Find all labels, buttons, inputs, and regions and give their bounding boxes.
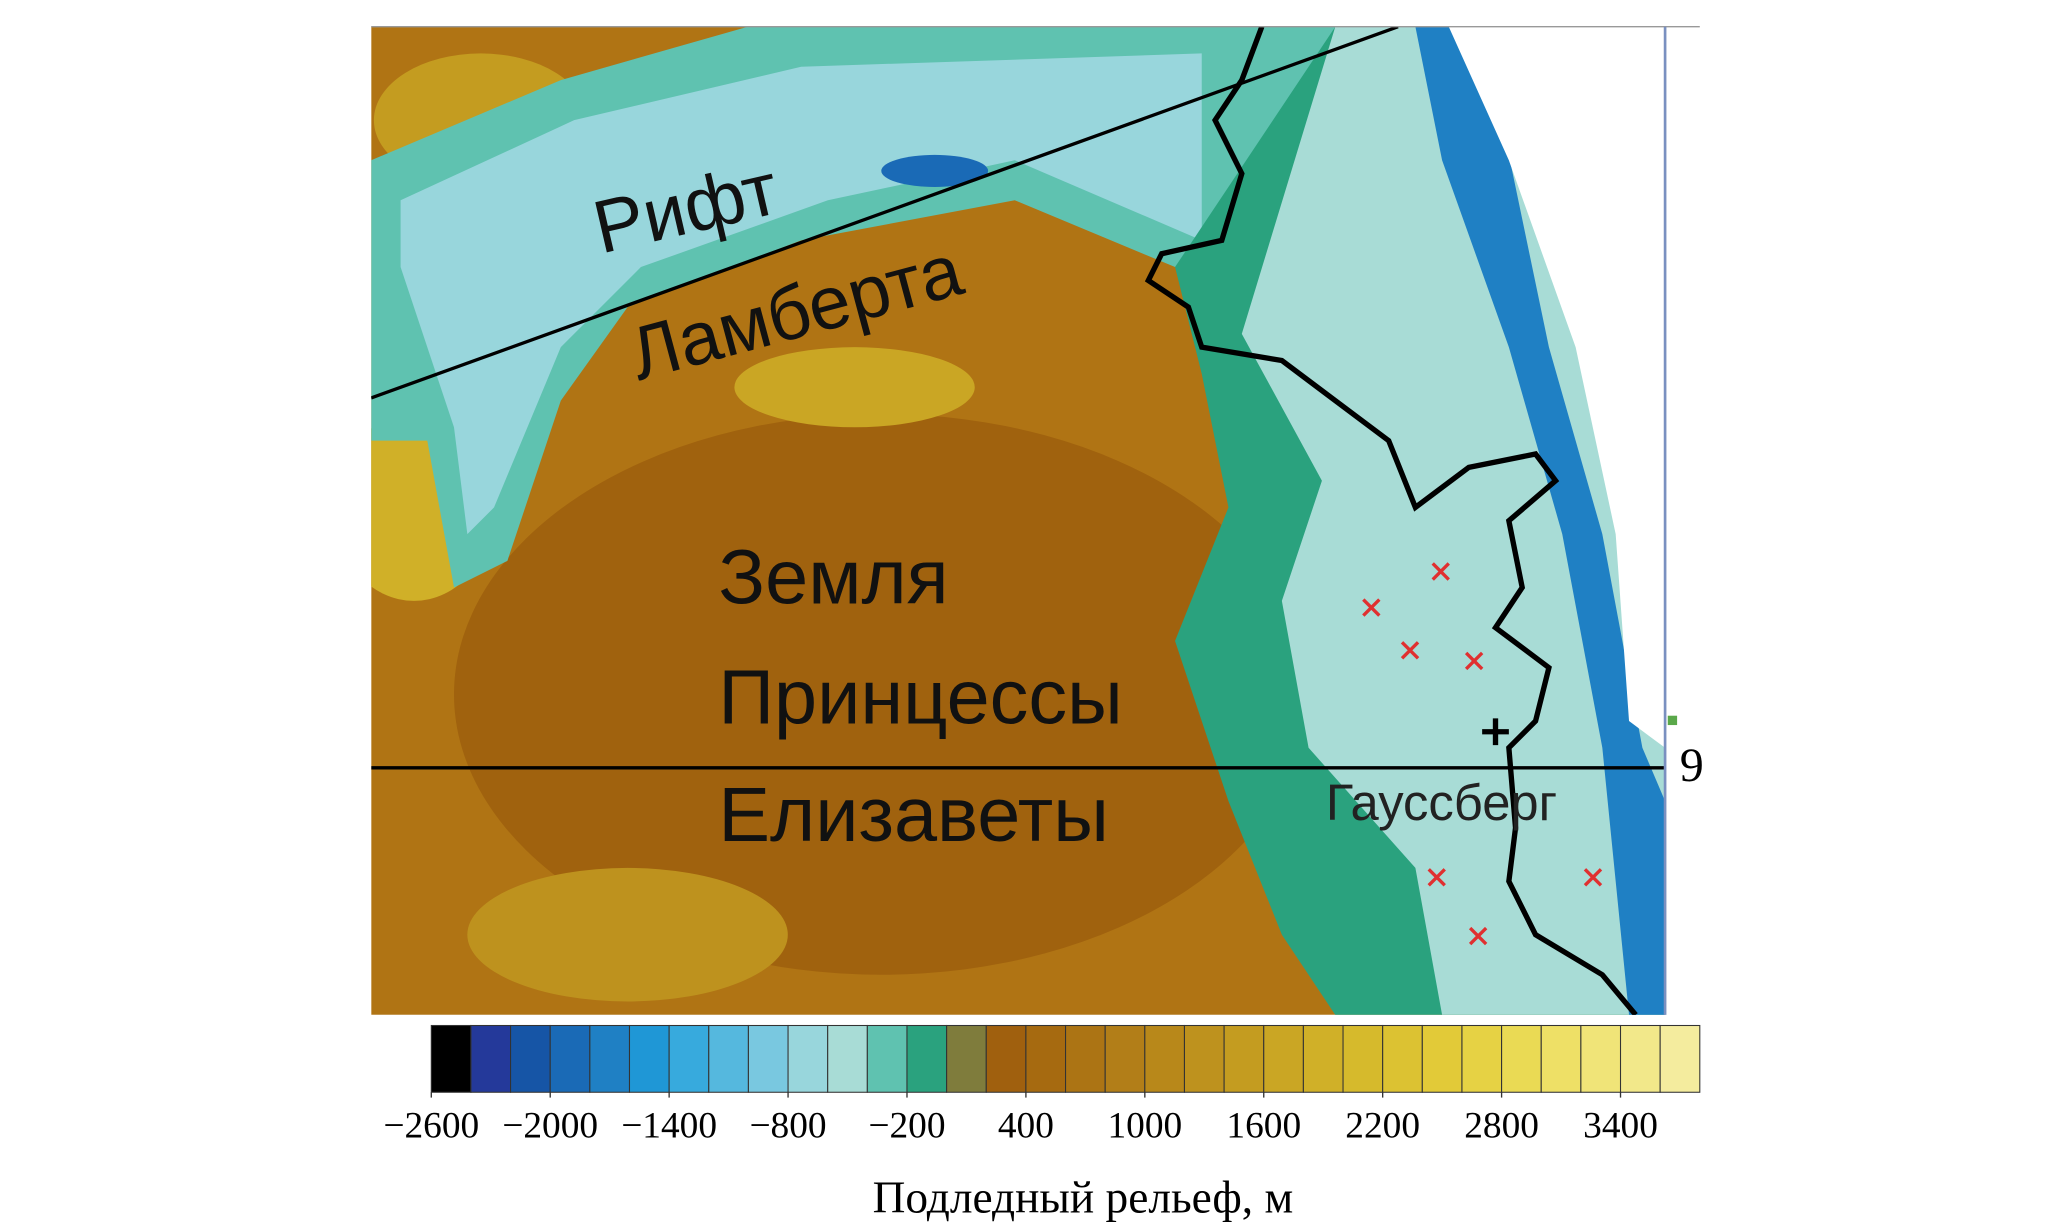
colorbar-swatch bbox=[1580, 1024, 1622, 1093]
relief-map bbox=[371, 26, 1666, 1015]
colorbar-swatch bbox=[1501, 1024, 1542, 1093]
colorbar-swatch bbox=[1144, 1024, 1186, 1093]
colorbar: −2600 −2000 −1400 −800 −200 400 1000 1600 2200 28… bbox=[383, 1024, 1701, 1147]
colorbar-swatch bbox=[1421, 1024, 1463, 1093]
colorbar-tick-label: −2000 bbox=[502, 1106, 598, 1147]
colorbar-swatch bbox=[1065, 1024, 1106, 1093]
site-markers bbox=[1362, 562, 1603, 946]
colorbar-swatch bbox=[549, 1024, 591, 1093]
colorbar-swatch bbox=[1104, 1024, 1146, 1093]
colorbar-swatch bbox=[747, 1024, 789, 1093]
colorbar-swatch bbox=[1382, 1024, 1423, 1093]
colorbar-swatch bbox=[1025, 1024, 1067, 1093]
colorbar-swatch bbox=[1540, 1024, 1582, 1093]
colorbar-swatch bbox=[628, 1024, 670, 1093]
colorbar-swatch bbox=[1302, 1024, 1344, 1093]
colorbar-tick-label: 400 bbox=[998, 1106, 1054, 1147]
map-label: Гауссберг bbox=[1326, 774, 1557, 831]
colorbar-swatch bbox=[1183, 1024, 1225, 1093]
colorbar-swatch bbox=[470, 1024, 512, 1093]
colorbar-tick-label: −1400 bbox=[621, 1106, 717, 1147]
colorbar-swatch bbox=[430, 1024, 472, 1093]
colorbar-tick-label: 1000 bbox=[1107, 1106, 1182, 1147]
colorbar-tick-label: −800 bbox=[749, 1106, 826, 1147]
map-label: Принцессы bbox=[718, 655, 1122, 741]
colorbar-swatch bbox=[985, 1024, 1027, 1093]
colorbar-swatch bbox=[946, 1024, 987, 1093]
colorbar-swatch bbox=[1223, 1024, 1265, 1093]
colorbar-swatch bbox=[1461, 1024, 1503, 1093]
colorbar-swatch bbox=[708, 1024, 749, 1093]
colorbar-swatch bbox=[668, 1024, 710, 1093]
colorbar-swatch bbox=[1263, 1024, 1304, 1093]
colorbar-swatch bbox=[510, 1024, 551, 1093]
colorbar-title: Подледный рельеф, м bbox=[873, 1172, 1294, 1222]
colorbar-swatch bbox=[589, 1024, 631, 1093]
colorbar-swatch bbox=[1342, 1024, 1384, 1093]
map-label: Елизаветы bbox=[718, 772, 1109, 858]
meridian-label: 9 bbox=[1680, 739, 1704, 792]
colorbar-swatch bbox=[906, 1024, 948, 1093]
colorbar-tick-label: 1600 bbox=[1226, 1106, 1301, 1147]
colorbar-swatch bbox=[866, 1024, 908, 1093]
colorbar-swatch bbox=[787, 1024, 829, 1093]
map-label: Земля bbox=[718, 535, 948, 621]
colorbar-tick-label: −2600 bbox=[383, 1106, 479, 1147]
colorbar-swatch bbox=[1619, 1024, 1661, 1093]
colorbar-swatch bbox=[1659, 1024, 1701, 1093]
colorbar-tick-label: 2800 bbox=[1464, 1106, 1539, 1147]
colorbar-tick-label: 2200 bbox=[1345, 1106, 1420, 1147]
colorbar-swatch bbox=[827, 1024, 868, 1093]
colorbar-tick-label: −200 bbox=[868, 1106, 945, 1147]
colorbar-tick-label: 3400 bbox=[1583, 1106, 1658, 1147]
